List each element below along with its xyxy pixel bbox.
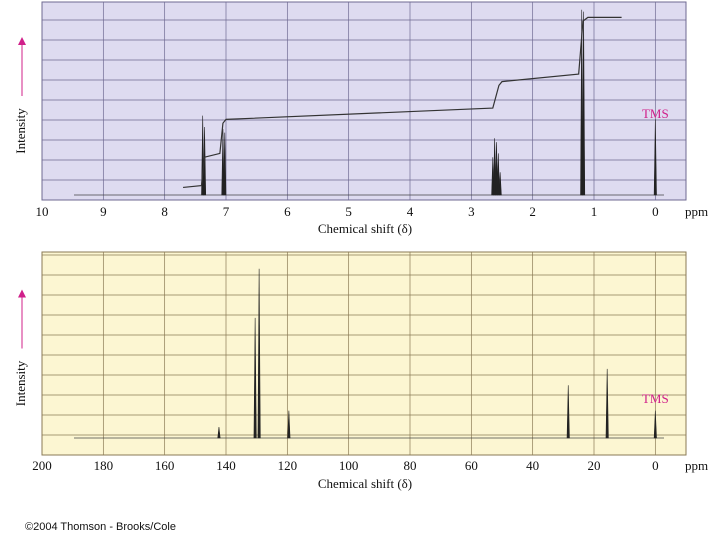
x-tick-label: 180: [94, 458, 114, 473]
peak: [287, 410, 291, 439]
x-tick-label: 6: [284, 204, 291, 219]
peak: [221, 128, 225, 196]
peak: [582, 11, 586, 196]
x-tick-label: 140: [216, 458, 236, 473]
x-tick-label: 4: [407, 204, 414, 219]
x-tick-label: 1: [591, 204, 598, 219]
x-tick-label: 2: [529, 204, 536, 219]
peak: [493, 138, 497, 196]
x-axis-label: Chemical shift (δ): [318, 476, 412, 491]
x-unit: ppm: [685, 458, 708, 473]
y-arrow-head: [18, 289, 26, 298]
plot-area: [41, 1, 687, 201]
integral-curve: [183, 16, 622, 189]
peak: [496, 153, 500, 196]
y-axis-label: Intensity: [13, 360, 28, 406]
x-tick-label: 40: [526, 458, 539, 473]
x-tick-label: 10: [36, 204, 49, 219]
peak: [217, 427, 221, 439]
annotation: TMS: [642, 391, 669, 406]
x-tick-label: 120: [278, 458, 298, 473]
x-unit: ppm: [685, 204, 708, 219]
x-tick-label: 160: [155, 458, 175, 473]
peak: [580, 9, 584, 196]
x-tick-label: 100: [339, 458, 359, 473]
x-axis-label: Chemical shift (δ): [318, 221, 412, 236]
x-tick-label: 7: [223, 204, 230, 219]
peak: [494, 142, 498, 196]
peak: [257, 268, 261, 439]
peak: [605, 368, 609, 439]
annotation: TMS: [642, 106, 669, 121]
peak: [653, 119, 657, 196]
x-tick-label: 60: [465, 458, 478, 473]
x-tick-label: 5: [345, 204, 352, 219]
x-tick-label: 200: [32, 458, 52, 473]
x-tick-label: 0: [652, 204, 659, 219]
y-axis-label: Intensity: [13, 108, 28, 154]
peak: [498, 172, 502, 196]
x-tick-label: 20: [588, 458, 601, 473]
peak: [253, 317, 257, 439]
peak: [223, 132, 227, 196]
credit: ©2004 Thomson - Brooks/Cole: [25, 521, 176, 533]
x-tick-label: 0: [652, 458, 659, 473]
plot-area: [41, 251, 687, 456]
x-tick-label: 8: [161, 204, 168, 219]
x-tick-label: 3: [468, 204, 475, 219]
peak: [566, 385, 570, 439]
peak: [653, 410, 657, 439]
x-tick-label: 9: [100, 204, 107, 219]
x-tick-label: 80: [404, 458, 417, 473]
y-arrow-head: [18, 37, 26, 45]
